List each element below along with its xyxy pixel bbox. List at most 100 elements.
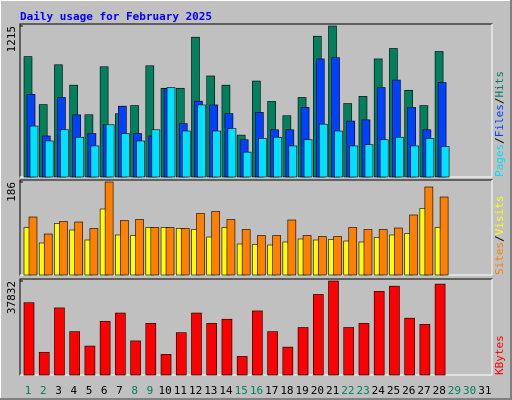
bar — [333, 236, 342, 276]
x-tick-label: 21 — [326, 384, 339, 397]
legend-separator: / — [493, 235, 506, 242]
bar — [394, 227, 403, 276]
x-tick-label: 3 — [55, 384, 62, 397]
bar — [43, 233, 53, 276]
legend-entry: Files — [493, 104, 506, 137]
bar — [409, 214, 418, 276]
bar — [364, 144, 374, 178]
bar — [288, 145, 298, 178]
bar — [181, 130, 191, 178]
bar — [120, 220, 129, 276]
bar — [317, 236, 327, 276]
legend: Sites/Visits — [493, 196, 506, 276]
bar — [196, 213, 205, 276]
bar — [358, 323, 370, 376]
bar — [197, 104, 206, 178]
x-tick-label: 17 — [265, 384, 278, 397]
bar — [282, 346, 294, 376]
legend-separator: / — [493, 98, 506, 105]
bar — [221, 318, 233, 376]
bar — [226, 219, 236, 276]
x-tick-label: 27 — [417, 384, 430, 397]
bar — [410, 145, 419, 178]
legend-entry: Visits — [493, 196, 506, 236]
bar — [312, 294, 324, 376]
bar — [425, 138, 435, 178]
bar — [29, 125, 39, 178]
x-tick-label: 6 — [101, 384, 108, 397]
x-tick-label: 18 — [280, 384, 293, 397]
x-tick-label: 29 — [448, 384, 461, 397]
bar — [99, 320, 111, 376]
x-tick-label: 24 — [372, 384, 386, 397]
legend-entry: Pages — [493, 144, 506, 177]
bar — [115, 312, 126, 376]
bar — [242, 151, 252, 178]
x-tick-label: 10 — [159, 384, 172, 397]
bar — [440, 146, 450, 178]
bar — [378, 229, 388, 276]
bar — [104, 181, 114, 276]
bar — [165, 227, 175, 276]
y-tick-label: 186 — [5, 182, 18, 202]
x-tick-label: 16 — [250, 384, 263, 397]
bar — [38, 351, 50, 376]
bar — [273, 136, 282, 178]
y-tick-label: 37832 — [5, 281, 18, 314]
bar — [75, 136, 84, 178]
bar — [302, 235, 312, 276]
x-tick-label: 25 — [387, 384, 400, 397]
bar — [395, 136, 404, 178]
bar — [434, 283, 446, 376]
bar — [166, 87, 176, 178]
x-tick-label: 14 — [219, 384, 233, 397]
bar — [258, 138, 267, 178]
bar — [348, 227, 358, 276]
x-tick-label: 28 — [433, 384, 446, 397]
bar — [349, 145, 359, 178]
bar — [191, 312, 202, 376]
x-tick-label: 12 — [189, 384, 202, 397]
x-tick-label: 31 — [478, 384, 491, 397]
bar — [175, 332, 187, 376]
bar — [206, 323, 218, 376]
x-tick-label: 20 — [311, 384, 324, 397]
legend: Pages/Files/Hits — [493, 71, 506, 177]
bar — [227, 128, 237, 178]
bar — [212, 130, 222, 178]
x-tick-label: 19 — [296, 384, 309, 397]
bar — [54, 307, 65, 376]
bar — [151, 129, 161, 178]
legend: KBytes — [493, 335, 506, 375]
x-tick-label: 2 — [40, 384, 47, 397]
bar — [130, 340, 141, 376]
x-tick-label: 11 — [174, 384, 187, 397]
bar — [343, 327, 355, 376]
bar — [105, 124, 115, 178]
bar — [419, 324, 431, 376]
bar — [44, 140, 54, 178]
bar — [252, 310, 263, 376]
legend-entry: Sites — [493, 242, 506, 275]
bar — [389, 285, 400, 376]
x-tick-label: 4 — [70, 384, 77, 397]
bar — [303, 139, 313, 178]
bar — [379, 139, 389, 178]
bar — [287, 219, 297, 276]
bar — [363, 229, 373, 276]
bar — [318, 123, 328, 178]
x-tick-label: 30 — [463, 384, 476, 397]
x-tick-label: 23 — [356, 384, 369, 397]
bar — [74, 221, 83, 276]
chart-title: Daily usage for February 2025 — [20, 10, 212, 23]
bar — [150, 227, 160, 276]
legend-separator: / — [493, 137, 506, 144]
bar — [297, 327, 309, 376]
y-tick-label: 1215 — [5, 26, 18, 53]
bar — [334, 130, 343, 178]
bar — [89, 228, 99, 276]
x-tick-label: 1 — [25, 384, 32, 397]
bar — [439, 196, 449, 276]
